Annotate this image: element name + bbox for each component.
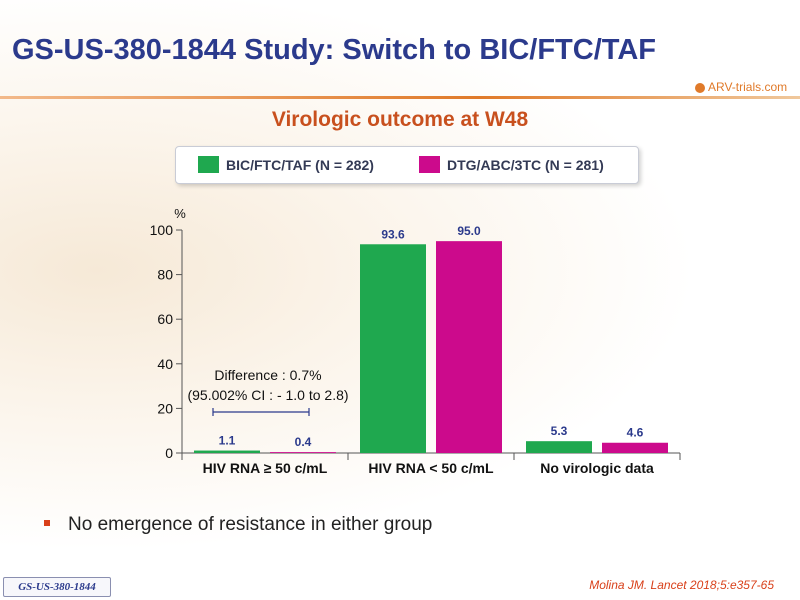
- legend-swatch-bic: [198, 156, 219, 173]
- data-label: 93.6: [381, 227, 405, 241]
- bullet-item: No emergence of resistance in either gro…: [44, 514, 432, 536]
- chart-subtitle: Virologic outcome at W48: [271, 108, 529, 131]
- legend-item-bic: BIC/FTC/TAF (N = 282): [198, 156, 374, 173]
- y-tick-label: 0: [165, 445, 173, 461]
- legend-label-bic: BIC/FTC/TAF (N = 282): [226, 157, 374, 173]
- data-label: 95.0: [457, 224, 481, 238]
- arv-trials-logo: ARV-trials.com: [695, 80, 787, 94]
- x-category-label: HIV RNA < 50 c/mL: [368, 460, 494, 476]
- data-label: 1.1: [219, 434, 236, 448]
- bar: [602, 442, 668, 453]
- study-badge: GS-US-380-1844: [3, 577, 111, 597]
- bullet-text: No emergence of resistance in either gro…: [68, 514, 433, 535]
- logo-icon: [695, 82, 705, 93]
- data-label: 0.4: [295, 435, 312, 449]
- chart-legend: BIC/FTC/TAF (N = 282) DTG/ABC/3TC (N = 2…: [175, 146, 639, 184]
- logo-text: ARV-trials.com: [708, 80, 788, 94]
- bullet-square-icon: [44, 519, 50, 526]
- y-tick-label: 60: [157, 311, 173, 327]
- annotation-line-2: (95.002% CI : - 1.0 to 2.8): [187, 387, 348, 403]
- data-label: 4.6: [627, 426, 644, 440]
- bar: [526, 441, 592, 453]
- legend-swatch-dtg: [419, 156, 440, 173]
- y-tick-label: 80: [157, 267, 173, 283]
- data-label: 5.3: [551, 424, 568, 438]
- bar: [360, 244, 426, 453]
- bar: [194, 450, 260, 453]
- x-category-label: HIV RNA ≥ 50 c/mL: [203, 460, 328, 476]
- slide-title: GS-US-380-1844 Study: Switch to BIC/FTC/…: [12, 34, 656, 66]
- y-tick-label: 20: [157, 400, 173, 416]
- y-tick-label: 100: [150, 222, 174, 238]
- x-category-label: No virologic data: [540, 460, 654, 476]
- legend-item-dtg: DTG/ABC/3TC (N = 281): [419, 156, 604, 173]
- citation: Molina JM. Lancet 2018;5:e357-65: [589, 578, 774, 592]
- annotation-line-1: Difference : 0.7%: [214, 367, 321, 383]
- legend-label-dtg: DTG/ABC/3TC (N = 281): [447, 157, 604, 173]
- bar: [436, 241, 502, 453]
- y-tick-label: 40: [157, 356, 173, 372]
- bar: [270, 452, 336, 453]
- title-divider: [0, 96, 800, 99]
- y-axis-label: %: [174, 206, 186, 221]
